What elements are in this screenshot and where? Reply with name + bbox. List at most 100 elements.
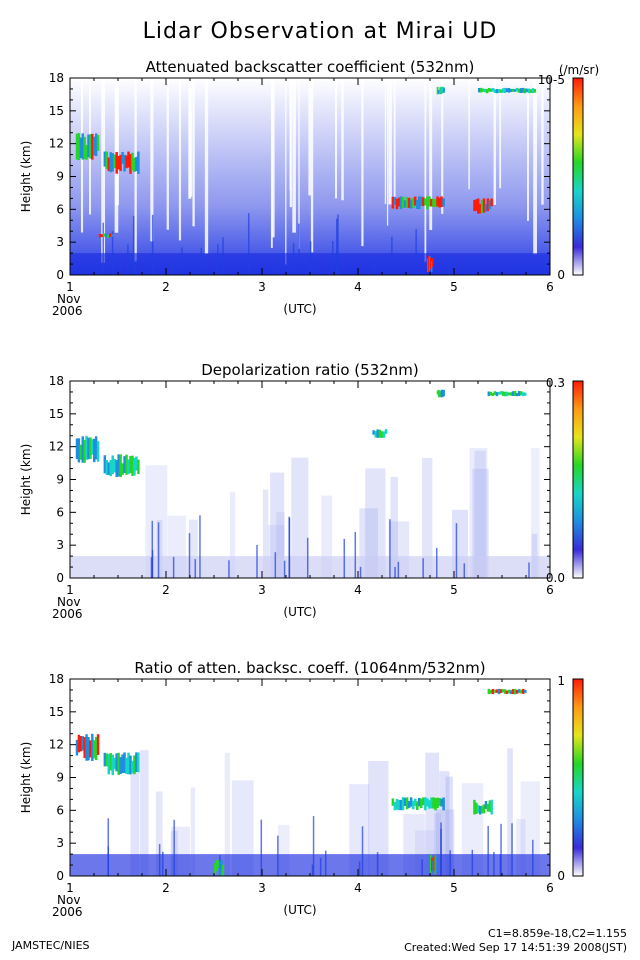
x-tick-label: 5 xyxy=(450,583,458,597)
data-gap xyxy=(541,78,544,205)
cloud-7 xyxy=(98,233,114,238)
cloud-6 xyxy=(214,859,225,876)
precip-streak xyxy=(449,850,451,876)
cloud-cell xyxy=(515,689,519,694)
precip-streak xyxy=(397,561,400,578)
cloud-1 xyxy=(75,435,100,463)
cloud-cell xyxy=(391,196,395,209)
panel-title: Ratio of atten. backsc. coeff. (1064nm/5… xyxy=(134,659,485,677)
aerosol-column xyxy=(422,457,433,578)
cloud-cell xyxy=(490,799,493,815)
precip-streak xyxy=(359,566,362,578)
cloud-cell xyxy=(501,689,505,693)
cloud-cell xyxy=(93,740,96,759)
cloud-cell xyxy=(438,197,441,208)
y-tick-label: 3 xyxy=(56,538,64,552)
cloud-cell xyxy=(501,391,505,396)
precip-streak xyxy=(354,531,357,578)
precip-streak xyxy=(102,222,105,275)
cloud-cell xyxy=(523,392,527,396)
cloud-cell xyxy=(507,392,511,396)
precip-streak xyxy=(132,215,135,275)
colorbar-min-label: 0.0 xyxy=(546,571,565,585)
cloud-cell xyxy=(75,133,79,160)
cloud-cell xyxy=(519,689,523,694)
cloud-5 xyxy=(478,87,537,94)
x-tick-label: 1 xyxy=(66,280,74,294)
cloud-cell xyxy=(497,688,501,695)
cloud-cell xyxy=(521,87,525,93)
x-start-month: Nov xyxy=(57,893,80,907)
cloud-cell xyxy=(491,688,495,695)
data-gap xyxy=(388,78,392,205)
footer-created: Created:Wed Sep 17 14:51:39 2008(JST) xyxy=(404,941,627,954)
cloud-cell xyxy=(89,740,92,758)
cloud-cell xyxy=(519,391,523,396)
cloud-cell xyxy=(424,198,427,206)
cloud-cell xyxy=(93,438,96,463)
y-tick-label: 6 xyxy=(56,505,64,519)
precip-streak xyxy=(194,559,197,578)
cloud-cell xyxy=(105,151,109,169)
cloud-cell xyxy=(484,204,488,212)
cloud-cell xyxy=(103,151,107,167)
aerosol-column xyxy=(278,824,290,876)
precip-streak xyxy=(306,537,309,578)
cloud-cell xyxy=(94,436,98,460)
precip-streak xyxy=(376,852,379,876)
precip-streak xyxy=(292,243,295,275)
cloud-cell xyxy=(509,88,513,92)
panel-title: Attenuated backscatter coefficient (532n… xyxy=(146,58,475,76)
cloud-cell xyxy=(218,861,221,876)
precip-streak xyxy=(298,223,300,275)
data-gap xyxy=(341,78,344,201)
y-tick-label: 0 xyxy=(56,869,64,883)
cloud-cell xyxy=(411,197,415,208)
cloud-cell xyxy=(489,88,493,92)
cloud-cell xyxy=(503,689,507,694)
colorbar-min-label: 0 xyxy=(557,869,565,883)
y-tick-label: 18 xyxy=(49,374,64,388)
precip-streak xyxy=(111,231,114,275)
cloud-cell xyxy=(509,392,513,396)
aerosol-column xyxy=(434,813,441,876)
cloud-cell xyxy=(503,87,507,93)
cloud-cell xyxy=(499,689,503,694)
cloud-cell xyxy=(483,88,487,93)
x-tick-label: 6 xyxy=(546,881,554,895)
cloud-cell xyxy=(75,739,79,756)
cloud-cell xyxy=(399,799,403,811)
cloud-4 xyxy=(473,799,493,815)
precip-streak xyxy=(316,261,319,275)
cloud-cell xyxy=(94,133,98,157)
cloud-cell xyxy=(489,391,493,396)
precip-streak xyxy=(150,557,153,578)
x-start-month: Nov xyxy=(57,292,80,306)
cloud-cell xyxy=(374,431,378,438)
colorbar-max-label: 1 xyxy=(557,674,565,688)
cloud-cell xyxy=(109,459,112,477)
cloud-cell xyxy=(517,689,521,693)
cloud-cell xyxy=(382,431,386,438)
precip-streak xyxy=(422,558,424,578)
cloud-cell xyxy=(403,797,407,807)
cloud-cell xyxy=(513,390,517,397)
precip-streak xyxy=(217,244,219,275)
precip-streak xyxy=(343,538,346,578)
cloud-cell xyxy=(431,857,433,872)
precip-streak xyxy=(277,835,279,876)
y-tick-label: 9 xyxy=(56,771,64,785)
cloud-cell xyxy=(96,734,100,755)
cloud-cell xyxy=(87,437,90,460)
precip-streak xyxy=(107,846,109,876)
data-gap xyxy=(289,78,293,208)
cloud-cell xyxy=(438,389,440,398)
cloud-cell xyxy=(405,797,409,810)
cloud-3 xyxy=(391,797,445,811)
cloud-cell xyxy=(442,198,445,207)
cloud-cell xyxy=(432,860,434,872)
cloud-cell xyxy=(129,755,132,775)
cloud-cell xyxy=(439,87,442,95)
cloud-cell xyxy=(495,689,499,693)
